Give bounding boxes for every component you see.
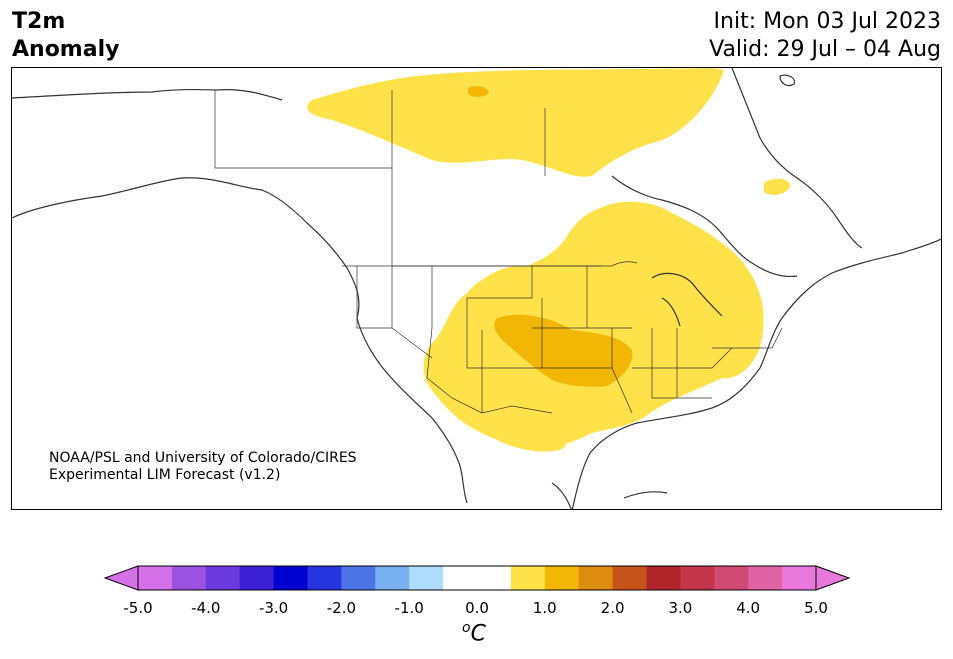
colorbar-cell (239, 566, 275, 590)
colorbar-cell (646, 566, 681, 590)
colorbar-tick-label: -5.0 (123, 599, 153, 617)
colorbar-tick-label: 2.0 (600, 599, 625, 617)
colorbar-cell (138, 566, 173, 590)
anomaly-area-arctic (307, 68, 724, 177)
colorbar-tick-label: -4.0 (191, 599, 221, 617)
anomaly-fill-light (307, 68, 790, 452)
title-line-1: T2m (12, 9, 66, 34)
colorbar-cell (748, 566, 783, 590)
colorbar-tick-label: 4.0 (736, 599, 761, 617)
colorbar-tick-label: -3.0 (258, 599, 289, 617)
colorbar-cell (409, 566, 444, 590)
colorbar-cell (612, 566, 647, 590)
anomaly-area-central (423, 201, 764, 449)
init-date: Init: Mon 03 Jul 2023 (713, 9, 941, 34)
colorbar-cell (171, 566, 207, 590)
colorbar-tick-label: -2.0 (326, 599, 357, 617)
units-degree-symbol: o (462, 620, 471, 636)
map-title: T2m Anomaly (12, 8, 119, 64)
colorbar-cell (578, 566, 614, 590)
colorbar-tick-label: 0.0 (465, 599, 489, 617)
credit-line-1: NOAA/PSL and University of Colorado/CIRE… (49, 450, 357, 466)
title-line-2: Anomaly (12, 37, 120, 62)
anomaly-map (11, 67, 942, 510)
map-canvas (12, 68, 941, 509)
colorbar-max-extend-arrow (815, 565, 851, 591)
colorbar-cell (680, 566, 715, 590)
anomaly-fill-dark (468, 85, 633, 387)
colorbar-cell (307, 566, 342, 590)
colorbar-units: oC (462, 620, 486, 646)
units-letter: C (470, 621, 486, 647)
borders (214, 90, 783, 414)
colorbar-cell (443, 566, 478, 590)
anomaly-area-mexico (487, 413, 566, 452)
colorbar-cell (205, 566, 241, 590)
colorbar-cell (477, 566, 512, 590)
colorbar-cells (138, 566, 817, 590)
anomaly-area-plains (494, 314, 633, 387)
coastlines (12, 68, 941, 509)
anomaly-area-arctic-small (468, 85, 489, 97)
colorbar-outline (137, 565, 817, 591)
colorbar-tick-label: 3.0 (668, 599, 693, 617)
colorbar-tick-label: -1.0 (394, 599, 424, 617)
colorbar-min-extend-arrow (103, 565, 139, 591)
colorbar (103, 565, 851, 591)
forecast-dates: Init: Mon 03 Jul 2023 Valid: 29 Jul – 04… (709, 8, 941, 64)
data-credit: NOAA/PSL and University of Colorado/CIRE… (49, 450, 357, 484)
colorbar-cell (273, 566, 308, 590)
colorbar-cell (375, 566, 410, 590)
colorbar-tick-label: 1.0 (532, 599, 557, 617)
colorbar-cell (714, 566, 749, 590)
credit-line-2: Experimental LIM Forecast (v1.2) (49, 467, 281, 483)
colorbar-cell (510, 566, 546, 590)
valid-dates: Valid: 29 Jul – 04 Aug (709, 37, 941, 62)
colorbar-cell (341, 566, 376, 590)
colorbar-tick-label: 5.0 (804, 599, 828, 617)
colorbar-cell (544, 566, 580, 590)
anomaly-area-labrador (764, 178, 790, 195)
colorbar-cell (782, 566, 817, 590)
